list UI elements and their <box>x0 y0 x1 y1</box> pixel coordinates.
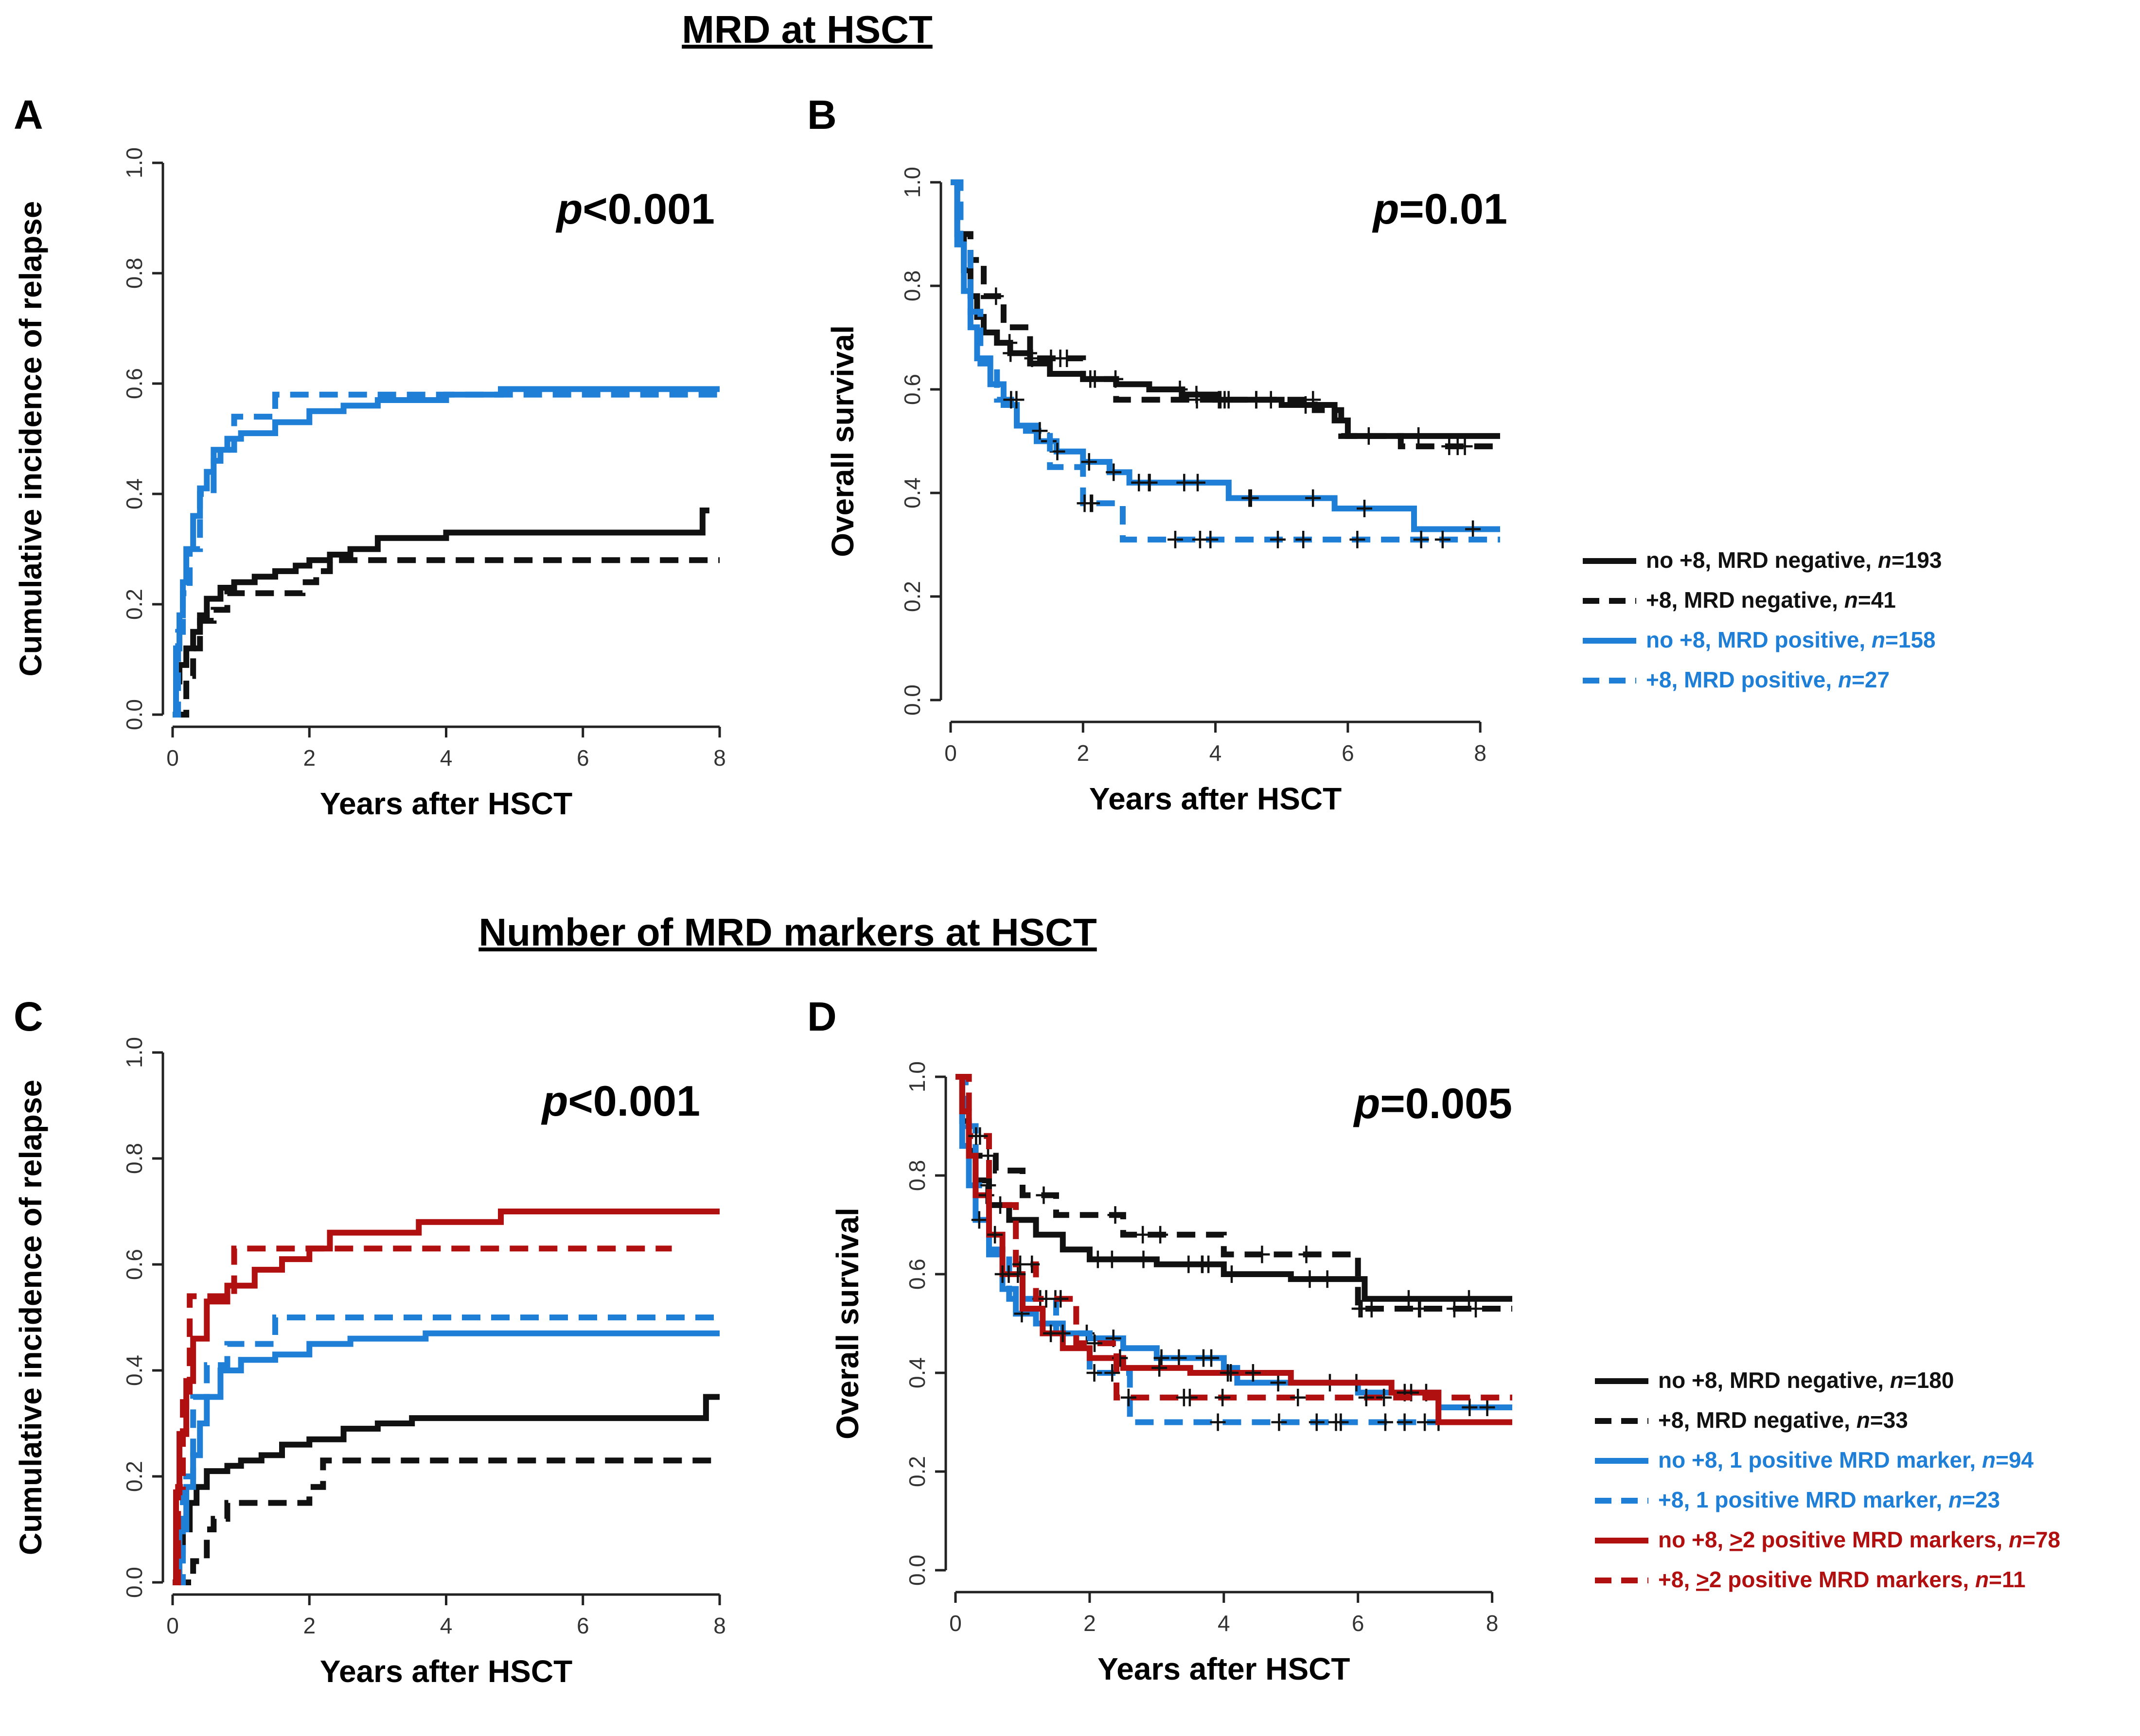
panel-letter: A <box>14 92 43 138</box>
x-tick-label: 2 <box>303 745 316 771</box>
panel-letter: C <box>14 994 43 1039</box>
panel-letter: D <box>807 994 837 1039</box>
legend-top: no +8, MRD negative, n=193 +8, MRD negati… <box>1583 547 1942 692</box>
x-tick-label: 4 <box>440 745 453 771</box>
p-value: p<0.001 <box>541 1077 700 1125</box>
legend-label: no +8, MRD negative, n=193 <box>1646 547 1942 573</box>
x-tick-label: 8 <box>713 745 726 771</box>
x-tick-label: 0 <box>166 1613 179 1638</box>
y-tick-label: 0.4 <box>900 477 925 509</box>
legend-label: +8, 1 positive MRD marker, n=23 <box>1658 1487 2000 1512</box>
panel-letter: B <box>807 92 837 138</box>
y-tick-label: 0.6 <box>122 1249 147 1280</box>
x-axis-title: Years after HSCT <box>1089 781 1342 816</box>
x-tick-label: 2 <box>1077 740 1089 766</box>
legend-label: no +8, >2 positive MRD markers, n=78 <box>1658 1527 2060 1552</box>
series-line-no-8-1-positive-mrd-marker <box>173 1330 720 1585</box>
p-value: p=0.01 <box>1372 185 1507 233</box>
legend-label: no +8, 1 positive MRD marker, n=94 <box>1658 1447 2034 1473</box>
legend-label: no +8, MRD negative, n=180 <box>1658 1368 1954 1393</box>
x-axis-title: Years after HSCT <box>320 786 572 821</box>
y-tick-label: 0.4 <box>122 478 147 509</box>
section-title-bottom: Number of MRD markers at HSCT <box>478 911 1097 954</box>
x-tick-label: 2 <box>303 1613 316 1638</box>
y-axis-title: Cumulative incidence of relapse <box>13 201 48 676</box>
panel-a-chart: Ap<0.001 0.0 0.2 0.4 0.6 0.8 1.0 0 2 4 6 8 Years aft… <box>13 92 726 821</box>
series-line-no-8-2-positive-mrd-markers <box>955 1074 1512 1425</box>
y-tick-label: 0.8 <box>122 1143 147 1174</box>
series-line--8-2-positive-mrd-markers <box>173 1245 672 1585</box>
x-tick-label: 4 <box>440 1613 453 1638</box>
panel-d-chart: Dp=0.005 0.0 0.2 0.4 0.6 0.8 1.0 0 2 4 6 8 Years aft… <box>807 994 1512 1686</box>
x-tick-label: 0 <box>944 740 957 766</box>
y-tick-label: 0.0 <box>122 1567 147 1598</box>
series-line-no-8-mrd-negative <box>173 1394 720 1585</box>
x-tick-label: 6 <box>577 745 589 771</box>
series-line-no-8-2-positive-mrd-markers <box>173 1209 720 1585</box>
y-tick-label: 1.0 <box>122 1037 147 1068</box>
y-tick-label: 0.0 <box>904 1555 930 1586</box>
series-line-no-8-mrd-negative <box>173 508 709 718</box>
legend-label: no +8, MRD positive, n=158 <box>1646 627 1936 652</box>
y-tick-label: 0.8 <box>122 258 147 289</box>
panel-c-chart: Cp<0.001 0.0 0.2 0.4 0.6 0.8 1.0 0 2 4 6 8 Years aft… <box>13 994 726 1689</box>
y-axis-title: Overall survival <box>825 325 860 557</box>
y-tick-label: 0.8 <box>904 1160 930 1191</box>
y-tick-label: 0.2 <box>904 1456 930 1487</box>
x-axis-title: Years after HSCT <box>1097 1651 1350 1686</box>
series-line-no-8-mrd-positive <box>173 386 720 718</box>
x-tick-label: 8 <box>1474 740 1486 766</box>
y-tick-label: 0.2 <box>900 581 925 612</box>
y-tick-label: 0.6 <box>900 374 925 405</box>
y-tick-label: 0.8 <box>900 270 925 301</box>
y-tick-label: 0.0 <box>122 699 147 730</box>
y-tick-label: 0.4 <box>122 1355 147 1386</box>
x-tick-label: 6 <box>577 1613 589 1638</box>
y-tick-label: 0.2 <box>122 589 147 620</box>
section-title-top: MRD at HSCT <box>682 8 933 51</box>
x-axis-title: Years after HSCT <box>320 1654 572 1689</box>
y-tick-label: 1.0 <box>122 147 147 178</box>
y-tick-label: 0.4 <box>904 1357 930 1388</box>
p-value: p=0.005 <box>1353 1079 1512 1127</box>
series-line--8-mrd-negative <box>173 557 720 718</box>
series-line--8-mrd-positive <box>173 391 720 718</box>
y-tick-label: 1.0 <box>904 1061 930 1092</box>
y-tick-label: 0.2 <box>122 1461 147 1492</box>
x-tick-label: 0 <box>166 745 179 771</box>
series-line--8-1-positive-mrd-marker <box>173 1315 720 1585</box>
x-tick-label: 4 <box>1218 1611 1230 1636</box>
p-value: p<0.001 <box>556 185 715 233</box>
x-tick-label: 6 <box>1352 1611 1364 1636</box>
y-tick-label: 1.0 <box>900 167 925 198</box>
x-tick-label: 8 <box>1486 1611 1499 1636</box>
x-tick-label: 8 <box>713 1613 726 1638</box>
x-tick-label: 0 <box>949 1611 962 1636</box>
series-line--8-mrd-negative <box>173 1457 720 1585</box>
y-axis-title: Overall survival <box>830 1208 865 1439</box>
legend-label: +8, >2 positive MRD markers, n=11 <box>1658 1567 2026 1592</box>
legend-bottom: no +8, MRD negative, n=180 +8, MRD negati… <box>1595 1368 2060 1592</box>
y-tick-label: 0.6 <box>904 1259 930 1290</box>
legend-label: +8, MRD negative, n=33 <box>1658 1407 1908 1433</box>
x-tick-label: 6 <box>1342 740 1354 766</box>
legend-label: +8, MRD negative, n=41 <box>1646 587 1896 613</box>
y-tick-label: 0.6 <box>122 368 147 399</box>
legend-label: +8, MRD positive, n=27 <box>1646 667 1890 692</box>
x-tick-label: 4 <box>1209 740 1222 766</box>
panel-b-chart: Bp=0.01 0.0 0.2 0.4 0.6 0.8 1.0 0 2 4 6 8 Years afte… <box>807 92 1507 816</box>
y-tick-label: 0.0 <box>900 684 925 716</box>
x-tick-label: 2 <box>1083 1611 1096 1636</box>
y-axis-title: Cumulative incidence of relapse <box>13 1080 48 1555</box>
